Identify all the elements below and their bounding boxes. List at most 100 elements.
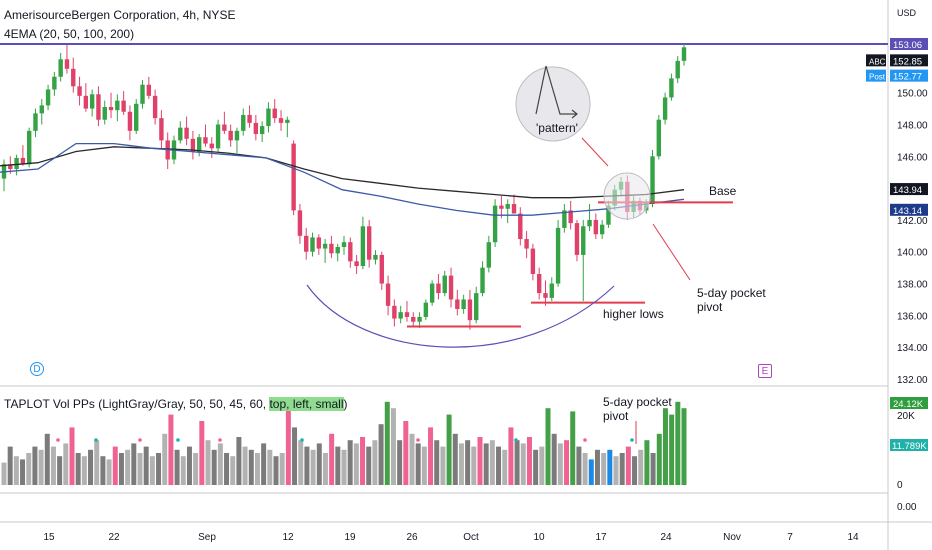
volume-bar: [632, 456, 638, 485]
volume-bar: [526, 437, 532, 485]
candle-body: [366, 226, 372, 260]
volume-bar: [137, 453, 143, 485]
time-axis-label: Nov: [723, 532, 741, 543]
volume-bar: [607, 449, 613, 485]
volume-bar: [576, 446, 582, 485]
candle-body: [662, 97, 668, 120]
candle-body: [222, 124, 227, 131]
candle-body: [429, 283, 435, 303]
volume-bar: [465, 440, 471, 485]
volume-bar: [681, 408, 687, 485]
candle-body: [581, 226, 586, 255]
volume-bar: [452, 433, 458, 485]
volume-bar: [13, 456, 19, 485]
volume-indicator-title[interactable]: TAPLOT Vol PPs (LightGray/Gray, 50, 50, …: [4, 397, 348, 411]
volume-bar: [428, 427, 434, 485]
volume-bar: [57, 456, 63, 485]
time-axis-label: 10: [533, 532, 545, 543]
higher-lows-label: higher lows: [603, 307, 664, 321]
time-axis-label: 22: [108, 532, 120, 543]
volume-bar: [230, 456, 236, 485]
candle-body: [492, 205, 498, 243]
candle-body: [215, 124, 221, 149]
candle-body: [159, 118, 164, 141]
price-tick-label: 138.00: [897, 280, 928, 291]
volume-pocket-pivot-label: pivot: [603, 409, 629, 423]
volume-bar: [545, 408, 551, 485]
volume-bar: [390, 408, 396, 485]
volume-bar: [63, 443, 69, 485]
candle-body: [329, 243, 334, 254]
candle-body: [599, 224, 605, 235]
volume-bar: [496, 446, 502, 485]
earnings-event-icon[interactable]: E: [758, 364, 772, 378]
candle-body: [89, 94, 95, 109]
pocket-pivot-dot: [94, 438, 98, 442]
candle-body: [499, 205, 504, 209]
volume-bar: [118, 453, 124, 485]
candle-body: [14, 157, 19, 170]
time-axis-label: 15: [43, 532, 55, 543]
candle-body: [404, 312, 410, 317]
dividend-event-icon[interactable]: D: [30, 362, 44, 376]
candle-body: [562, 210, 567, 228]
pattern-label: 'pattern': [536, 121, 578, 135]
volume-bar: [26, 453, 32, 485]
candle-body: [606, 205, 611, 225]
volume-bar: [403, 421, 409, 485]
candle-body: [140, 84, 145, 104]
volume-bar: [298, 440, 304, 485]
volume-bar: [594, 449, 600, 485]
volume-tag: [890, 439, 928, 451]
pocket-pivot-dot: [300, 438, 304, 442]
candle-body: [392, 305, 397, 319]
time-axis-label: 26: [406, 532, 418, 543]
volume-bar: [149, 456, 155, 485]
candle-body: [417, 316, 422, 322]
volume-bar: [211, 449, 217, 485]
volume-bar: [224, 453, 230, 485]
candle-body: [398, 312, 403, 319]
candle-body: [8, 164, 13, 170]
candle-body: [20, 157, 26, 165]
candle-body: [121, 100, 126, 112]
price-tick-label: 150.00: [897, 89, 928, 100]
candle-body: [505, 204, 510, 209]
pocket-pivot-dot: [176, 438, 180, 442]
candle-body: [480, 267, 485, 294]
pattern-arrow: [581, 137, 609, 167]
volume-bar: [322, 453, 328, 485]
volume-bar: [520, 443, 526, 485]
base-label: Base: [709, 184, 737, 198]
price-tag: [890, 183, 928, 196]
volume-bar: [292, 427, 298, 485]
volume-bar: [502, 449, 508, 485]
volume-bar: [254, 453, 260, 485]
volume-bar: [1, 462, 7, 485]
time-axis-label: 19: [344, 532, 356, 543]
pocket-pivot-dot: [583, 438, 587, 442]
candle-body: [285, 119, 290, 123]
indicator-legend[interactable]: 4EMA (20, 50, 100, 200): [4, 27, 135, 41]
candle-body: [593, 219, 599, 235]
volume-bar: [248, 449, 254, 485]
volume-bar: [533, 449, 539, 485]
candle-body: [316, 237, 322, 249]
volume-bar: [421, 446, 427, 485]
lower-pane-tick: 0.00: [897, 502, 917, 513]
candle-body: [574, 223, 580, 255]
volume-bar: [125, 449, 131, 485]
volume-bar: [508, 427, 514, 485]
volume-bar: [50, 446, 56, 485]
time-axis-label: 14: [847, 532, 859, 543]
candle-body: [436, 283, 441, 294]
volume-bar: [174, 449, 180, 485]
volume-bar: [279, 453, 285, 485]
pattern-circle: [515, 66, 591, 142]
candle-body: [423, 302, 429, 317]
candle-body: [348, 242, 353, 262]
price-tick-label: 134.00: [897, 343, 928, 354]
candle-body: [71, 68, 76, 87]
volume-bar: [285, 408, 291, 485]
